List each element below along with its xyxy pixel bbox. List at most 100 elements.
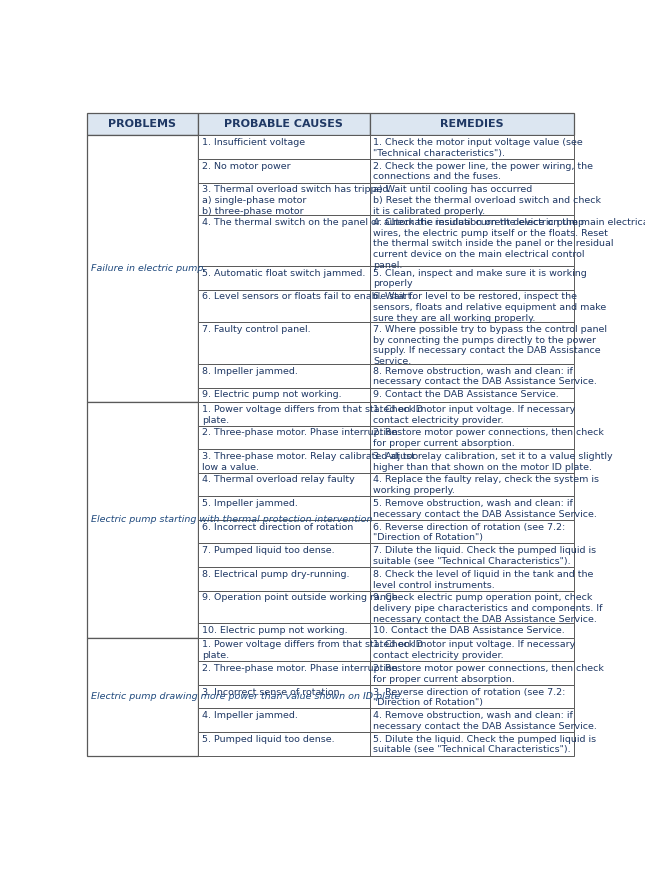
Bar xyxy=(198,364,370,388)
Bar xyxy=(370,159,574,182)
Bar xyxy=(370,388,574,402)
Text: 4. Thermal overload relay faulty: 4. Thermal overload relay faulty xyxy=(202,476,355,485)
Bar xyxy=(198,114,370,135)
Bar xyxy=(87,135,198,402)
Bar xyxy=(370,135,574,159)
Text: 6. Incorrect direction of rotation: 6. Incorrect direction of rotation xyxy=(202,523,353,532)
Bar xyxy=(370,496,574,520)
Text: Electric pump starting with thermal protection intervention: Electric pump starting with thermal prot… xyxy=(91,516,372,525)
Bar xyxy=(370,364,574,388)
Text: 3. Reverse direction of rotation (see 7.2:
"Direction of Rotation"): 3. Reverse direction of rotation (see 7.… xyxy=(373,687,566,707)
Bar xyxy=(370,544,574,567)
Text: 2. Three-phase motor. Phase interruption.: 2. Three-phase motor. Phase interruption… xyxy=(202,428,401,437)
Bar xyxy=(198,637,370,662)
Bar xyxy=(198,182,370,215)
Bar xyxy=(198,567,370,591)
Text: 3. Adjust relay calibration, set it to a value slightly
higher than that shown o: 3. Adjust relay calibration, set it to a… xyxy=(373,451,613,472)
Bar xyxy=(198,496,370,520)
Text: 2. Restore motor power connections, then check
for proper current absorption.: 2. Restore motor power connections, then… xyxy=(373,664,604,684)
Bar xyxy=(198,708,370,732)
Bar xyxy=(370,322,574,364)
Text: 8. Check the level of liquid in the tank and the
level control instruments.: 8. Check the level of liquid in the tank… xyxy=(373,569,594,589)
Text: 9. Electric pump not working.: 9. Electric pump not working. xyxy=(202,391,341,400)
Text: 1. Check the motor input voltage value (see
"Technical characteristics").: 1. Check the motor input voltage value (… xyxy=(373,138,583,158)
Bar xyxy=(198,732,370,755)
Text: 8. Remove obstruction, wash and clean: if
necessary contact the DAB Assistance S: 8. Remove obstruction, wash and clean: i… xyxy=(373,367,597,386)
Text: 5. Impeller jammed.: 5. Impeller jammed. xyxy=(202,499,298,508)
Bar xyxy=(198,449,370,473)
Text: 7. Where possible try to bypass the control panel
by connecting the pumps direct: 7. Where possible try to bypass the cont… xyxy=(373,325,608,367)
Bar xyxy=(370,623,574,637)
Text: 8. Electrical pump dry-running.: 8. Electrical pump dry-running. xyxy=(202,569,350,578)
Text: 10. Contact the DAB Assistance Service.: 10. Contact the DAB Assistance Service. xyxy=(373,626,565,635)
Text: 4. Replace the faulty relay, check the system is
working properly.: 4. Replace the faulty relay, check the s… xyxy=(373,476,599,495)
Bar xyxy=(198,402,370,426)
Bar xyxy=(370,708,574,732)
Text: 2. Restore motor power connections, then check
for proper current absorption.: 2. Restore motor power connections, then… xyxy=(373,428,604,448)
Bar xyxy=(198,591,370,623)
Bar xyxy=(370,426,574,449)
Bar xyxy=(370,473,574,496)
Text: 4. Remove obstruction, wash and clean: if
necessary contact the DAB Assistance S: 4. Remove obstruction, wash and clean: i… xyxy=(373,711,597,731)
Text: 6. Wait for level to be restored, inspect the
sensors, floats and relative equip: 6. Wait for level to be restored, inspec… xyxy=(373,292,607,323)
Text: REMEDIES: REMEDIES xyxy=(440,120,504,130)
Text: 5. Remove obstruction, wash and clean: if
necessary contact the DAB Assistance S: 5. Remove obstruction, wash and clean: i… xyxy=(373,499,597,519)
Text: 3. Incorrect sense of rotation.: 3. Incorrect sense of rotation. xyxy=(202,687,342,696)
Bar xyxy=(198,685,370,708)
Bar xyxy=(198,426,370,449)
Text: 1. Insufficient voltage: 1. Insufficient voltage xyxy=(202,138,305,148)
Bar xyxy=(87,402,198,637)
Text: 7. Faulty control panel.: 7. Faulty control panel. xyxy=(202,325,310,334)
Text: 6. Level sensors or floats fail to enable start.: 6. Level sensors or floats fail to enabl… xyxy=(202,292,414,301)
Bar xyxy=(370,114,574,135)
Bar xyxy=(370,567,574,591)
Bar xyxy=(370,182,574,215)
Text: 9. Contact the DAB Assistance Service.: 9. Contact the DAB Assistance Service. xyxy=(373,391,559,400)
Bar xyxy=(370,215,574,266)
Bar xyxy=(370,591,574,623)
Text: 1. Power voltage differs from that stated on ID
plate.: 1. Power voltage differs from that state… xyxy=(202,640,423,660)
Text: 2. No motor power: 2. No motor power xyxy=(202,162,290,171)
Bar xyxy=(198,662,370,685)
Bar xyxy=(370,402,574,426)
Text: 7. Pumped liquid too dense.: 7. Pumped liquid too dense. xyxy=(202,546,335,555)
Bar xyxy=(198,135,370,159)
Text: 3. Thermal overload switch has tripped.
a) single-phase motor
b) three-phase mot: 3. Thermal overload switch has tripped. … xyxy=(202,185,392,215)
Text: 7. Dilute the liquid. Check the pumped liquid is
suitable (see "Technical Charac: 7. Dilute the liquid. Check the pumped l… xyxy=(373,546,597,566)
Text: 10. Electric pump not working.: 10. Electric pump not working. xyxy=(202,626,348,635)
Text: 4. Check the insulation on the electric pump
wires, the electric pump itself or : 4. Check the insulation on the electric … xyxy=(373,218,614,270)
Text: PROBABLE CAUSES: PROBABLE CAUSES xyxy=(224,120,343,130)
Text: 1. Check motor input voltage. If necessary
contact electricity provider.: 1. Check motor input voltage. If necessa… xyxy=(373,640,576,660)
Bar xyxy=(370,732,574,755)
Text: 5. Dilute the liquid. Check the pumped liquid is
suitable (see "Technical Charac: 5. Dilute the liquid. Check the pumped l… xyxy=(373,735,597,755)
Bar xyxy=(370,685,574,708)
Text: Electric pump drawing more power than value shown on ID plate.: Electric pump drawing more power than va… xyxy=(91,692,403,701)
Bar xyxy=(370,637,574,662)
Text: PROBLEMS: PROBLEMS xyxy=(108,120,176,130)
Bar xyxy=(198,322,370,364)
Bar xyxy=(198,388,370,402)
Text: 2. Three-phase motor. Phase interruption.: 2. Three-phase motor. Phase interruption… xyxy=(202,664,401,673)
Bar xyxy=(198,290,370,322)
Text: a) Wait until cooling has occurred
b) Reset the thermal overload switch and chec: a) Wait until cooling has occurred b) Re… xyxy=(373,185,601,215)
Text: 5. Pumped liquid too dense.: 5. Pumped liquid too dense. xyxy=(202,735,335,744)
Text: Failure in electric pump.: Failure in electric pump. xyxy=(91,265,206,274)
Text: 2. Check the power line, the power wiring, the
connections and the fuses.: 2. Check the power line, the power wirin… xyxy=(373,162,593,181)
Text: 5. Clean, inspect and make sure it is working
properly: 5. Clean, inspect and make sure it is wo… xyxy=(373,269,587,289)
Text: 5. Automatic float switch jammed.: 5. Automatic float switch jammed. xyxy=(202,269,365,278)
Text: 1. Power voltage differs from that stated on ID
plate.: 1. Power voltage differs from that state… xyxy=(202,405,423,425)
Text: 6. Reverse direction of rotation (see 7.2:
"Direction of Rotation"): 6. Reverse direction of rotation (see 7.… xyxy=(373,523,566,543)
Text: 9. Operation point outside working range.: 9. Operation point outside working range… xyxy=(202,594,401,603)
Bar xyxy=(198,473,370,496)
Bar xyxy=(198,520,370,544)
Bar xyxy=(198,159,370,182)
Bar xyxy=(370,290,574,322)
Bar xyxy=(370,266,574,290)
Text: 3. Three-phase motor. Relay calibrated at too
low a value.: 3. Three-phase motor. Relay calibrated a… xyxy=(202,451,418,472)
Text: 9. Check electric pump operation point, check
delivery pipe characteristics and : 9. Check electric pump operation point, … xyxy=(373,594,603,624)
Bar xyxy=(370,449,574,473)
Bar xyxy=(87,114,198,135)
Text: 4. Impeller jammed.: 4. Impeller jammed. xyxy=(202,711,298,721)
Bar xyxy=(87,637,198,755)
Bar xyxy=(198,215,370,266)
